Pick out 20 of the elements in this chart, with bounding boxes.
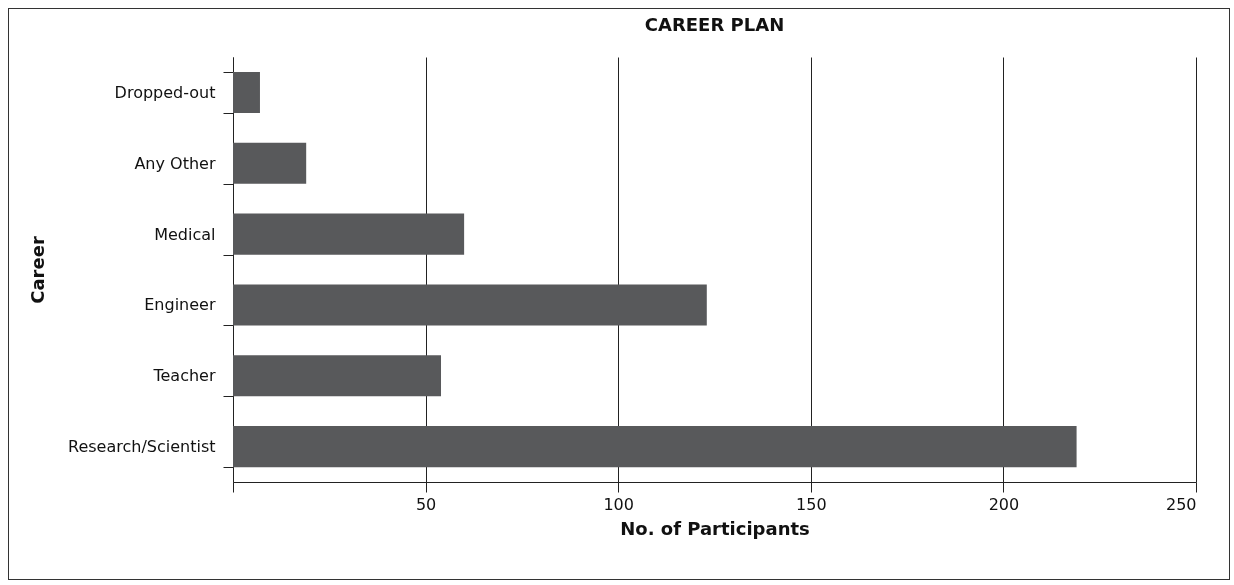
y-tick-label: Research/Scientist [68,437,216,457]
y-tick-label: Dropped-out [114,82,216,102]
x-tick-label: 150 [796,494,827,514]
chart-title: CAREER PLAN [644,14,785,35]
x-tick-label: 50 [415,494,437,514]
x-axis-title: No. of Participants [620,517,810,539]
bar [233,355,442,397]
x-tick-label: 250 [1165,494,1197,514]
bar [233,426,1077,468]
y-tick-label: Medical [154,224,216,244]
bar [233,71,260,113]
bar [233,142,307,184]
y-tick-label: Any Other [134,153,216,173]
bar [233,284,707,326]
x-tick-label: 100 [603,494,634,514]
y-tick-label: Teacher [152,366,216,386]
y-tick-label: Engineer [144,295,216,315]
y-axis-title: Career [27,236,49,304]
bar [233,213,465,255]
x-tick-label: 200 [988,494,1020,514]
